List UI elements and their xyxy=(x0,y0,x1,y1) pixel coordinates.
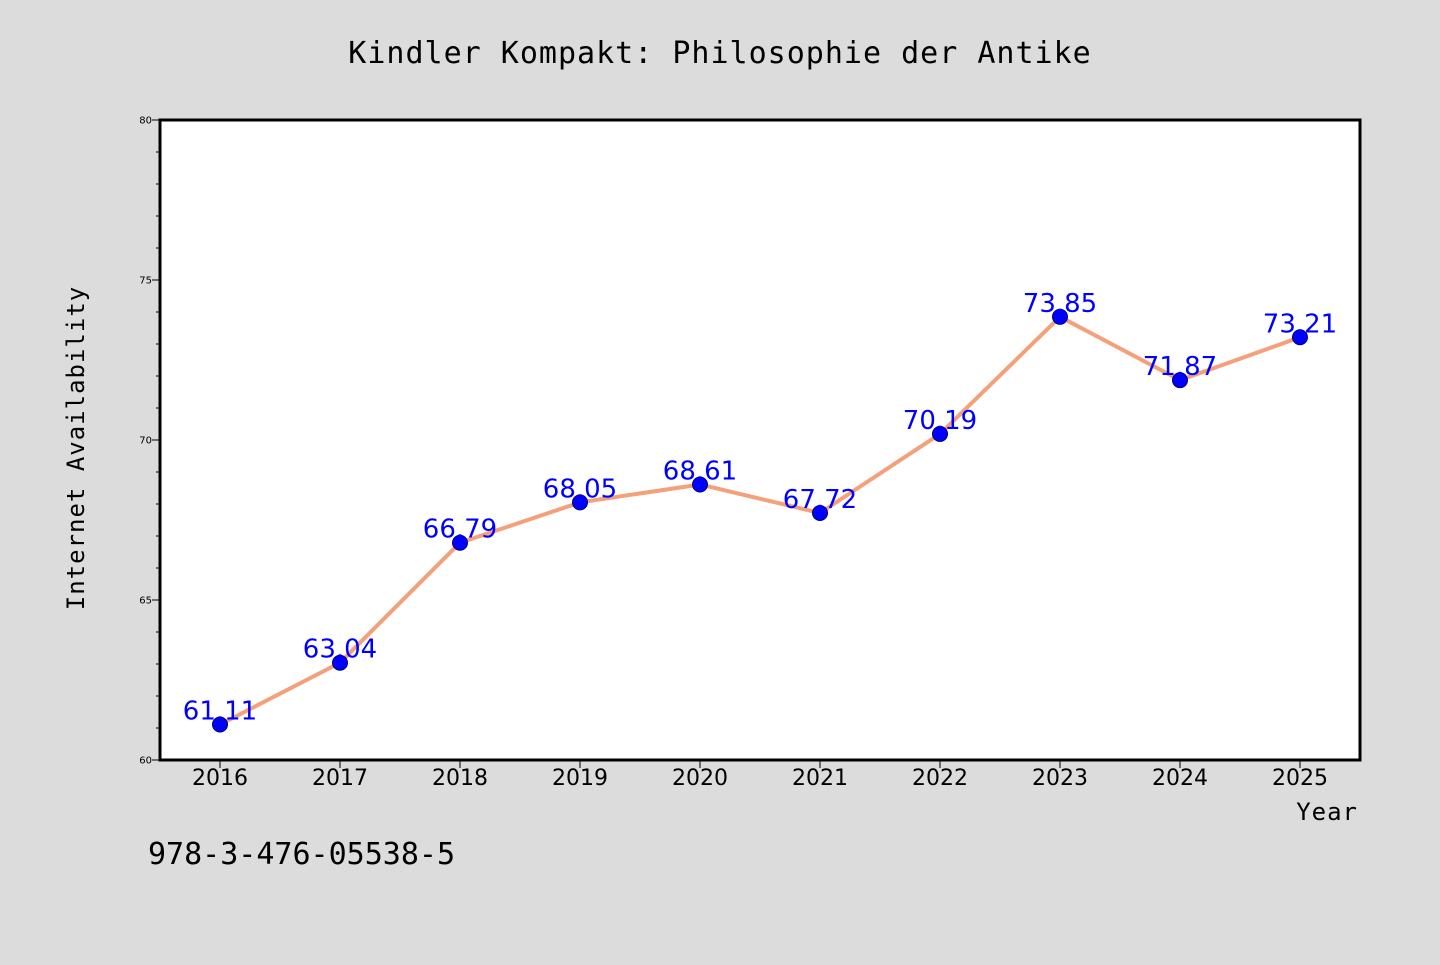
data-point xyxy=(1292,329,1308,346)
data-point xyxy=(812,504,828,521)
data-point xyxy=(932,425,948,442)
series-line xyxy=(218,314,1302,727)
x-tick-label: 2019 xyxy=(552,766,608,791)
data-label: 67.72 xyxy=(783,485,857,515)
data-point xyxy=(1052,308,1068,325)
x-axis-title: Year xyxy=(1296,798,1358,826)
data-label: 73.21 xyxy=(1263,309,1337,339)
y-tick-label: 70 xyxy=(139,436,152,447)
y-axis-title: Internet Availability xyxy=(62,286,90,610)
y-tick-label: 60 xyxy=(139,756,152,767)
isbn-text: 978-3-476-05538-5 xyxy=(148,837,455,872)
data-label: 66.79 xyxy=(423,515,497,545)
y-axis: 60 65 70 75 80 xyxy=(139,116,160,767)
data-point xyxy=(692,476,708,493)
x-tick-label: 2018 xyxy=(432,766,488,791)
data-label: 70.19 xyxy=(903,406,977,436)
x-tick-label: 2025 xyxy=(1272,766,1328,791)
data-point xyxy=(572,494,588,511)
data-label: 68.61 xyxy=(663,456,737,486)
data-label: 71.87 xyxy=(1143,352,1217,382)
data-point xyxy=(332,654,348,671)
x-tick-label: 2016 xyxy=(192,766,248,791)
data-label: 63.04 xyxy=(303,635,377,665)
y-tick-label: 75 xyxy=(139,276,152,287)
x-tick-label: 2020 xyxy=(672,766,728,791)
data-label: 68.05 xyxy=(543,474,617,504)
chart-title: Kindler Kompakt: Philosophie der Antike xyxy=(348,36,1091,71)
data-label: 61.11 xyxy=(183,696,257,726)
x-axis: 2016 2017 2018 2019 2020 2021 2022 2023 2024 2025 xyxy=(192,760,1328,791)
x-tick-label: 2023 xyxy=(1032,766,1088,791)
x-tick-label: 2022 xyxy=(912,766,968,791)
x-tick-label: 2021 xyxy=(792,766,848,791)
data-labels: 61.11 63.04 66.79 68.05 68.61 67.72 70.19 73.85… xyxy=(183,289,1337,727)
y-tick-label: 65 xyxy=(139,596,152,607)
data-point xyxy=(1172,372,1188,389)
plot-area xyxy=(158,118,1362,762)
y-tick-label: 80 xyxy=(139,116,152,127)
data-label: 73.85 xyxy=(1023,289,1097,319)
data-point xyxy=(212,716,228,733)
data-series xyxy=(212,308,1308,733)
data-point xyxy=(452,534,468,551)
x-tick-label: 2024 xyxy=(1152,766,1208,791)
x-tick-label: 2017 xyxy=(312,766,368,791)
